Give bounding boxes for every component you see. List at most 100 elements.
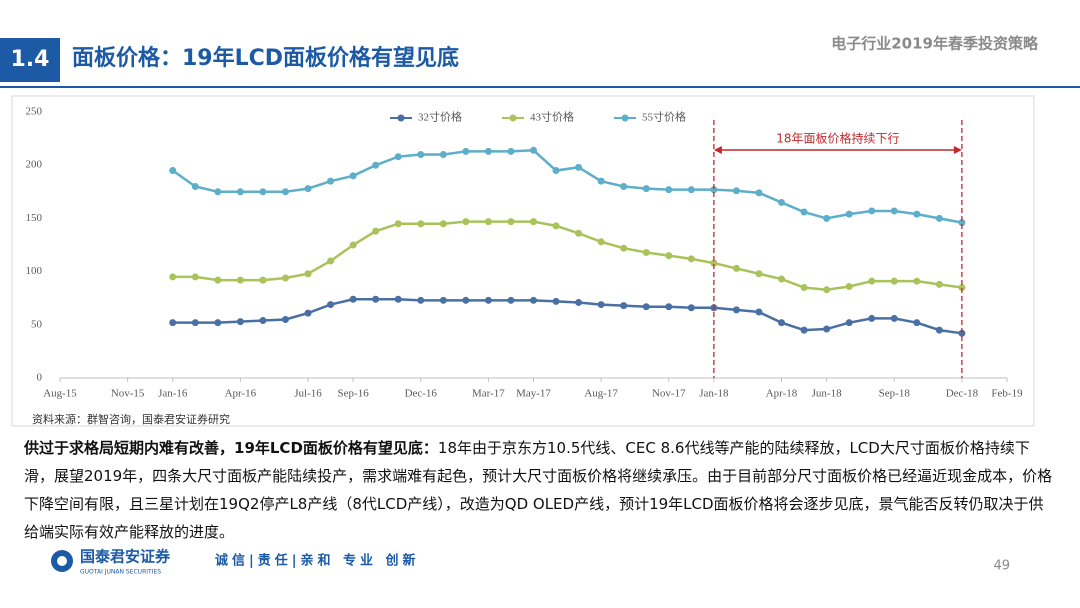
point xyxy=(236,188,244,196)
point xyxy=(845,282,853,290)
point xyxy=(958,219,966,227)
point xyxy=(778,198,786,206)
point xyxy=(281,274,289,282)
point xyxy=(327,177,335,185)
slide-title: 面板价格：19年LCD面板价格有望见底 xyxy=(72,45,459,71)
point xyxy=(687,304,695,312)
point xyxy=(281,315,289,323)
body-text: 供过于求格局短期内难有改善，19年LCD面板价格有望见底：18年由于京东方10.… xyxy=(24,434,1054,546)
point xyxy=(439,151,447,159)
point xyxy=(642,303,650,311)
point xyxy=(552,297,560,305)
point xyxy=(935,280,943,288)
point xyxy=(597,301,605,309)
x-tick-label: Aug-17 xyxy=(584,388,618,400)
point xyxy=(935,326,943,334)
point xyxy=(191,273,199,281)
y-tick-label: 200 xyxy=(26,159,43,171)
report-title: 电子行业2019年春季投资策略 xyxy=(831,35,1039,53)
y-tick-label: 150 xyxy=(26,212,43,224)
legend-marker xyxy=(509,114,517,122)
point xyxy=(687,186,695,194)
point xyxy=(845,210,853,218)
legend-label: 32寸价格 xyxy=(418,110,462,124)
x-tick-label: Jan-18 xyxy=(699,388,729,400)
annotation-text: 18年面板价格持续下行 xyxy=(776,131,899,146)
point xyxy=(372,161,380,169)
x-tick-label: Feb-19 xyxy=(991,388,1023,400)
x-tick-label: Sep-18 xyxy=(879,388,911,400)
point xyxy=(778,319,786,327)
point xyxy=(620,244,628,252)
point xyxy=(552,222,560,230)
section-number: 1.4 xyxy=(11,47,50,72)
point xyxy=(439,296,447,304)
chart-source: 资料来源：群智咨询，国泰君安证券研究 xyxy=(32,412,230,426)
point xyxy=(913,319,921,327)
x-tick-label: Dec-16 xyxy=(405,388,438,400)
point xyxy=(958,284,966,292)
company-name-en: GUOTAI JUNAN SECURITIES xyxy=(80,569,161,576)
point xyxy=(665,303,673,311)
series-line xyxy=(172,149,963,224)
point xyxy=(958,329,966,337)
point xyxy=(597,238,605,246)
logo-mark-inner xyxy=(57,556,67,566)
x-tick-label: Mar-17 xyxy=(472,388,505,400)
point xyxy=(169,167,177,175)
x-tick-label: Sep-16 xyxy=(338,388,370,400)
x-tick-label: Jun-18 xyxy=(812,388,842,400)
header-rule xyxy=(0,86,1080,88)
point xyxy=(507,296,515,304)
legend-label: 55寸价格 xyxy=(642,110,686,124)
point xyxy=(913,210,921,218)
page-number: 49 xyxy=(993,559,1010,574)
point xyxy=(913,277,921,285)
point xyxy=(417,220,425,228)
point xyxy=(755,189,763,197)
point xyxy=(484,296,492,304)
point xyxy=(823,214,831,222)
point xyxy=(214,319,222,327)
point xyxy=(484,218,492,226)
point xyxy=(665,252,673,260)
point xyxy=(620,182,628,190)
x-tick-label: Aug-15 xyxy=(43,388,77,400)
point xyxy=(710,259,718,267)
series-line xyxy=(172,298,963,335)
point xyxy=(575,229,583,237)
body-detail: 18年由于京东方10.5代线、CEC 8.6代线等产能的陆续释放，LCD大尺寸面… xyxy=(24,439,1053,541)
point xyxy=(935,214,943,222)
point xyxy=(191,319,199,327)
point xyxy=(732,264,740,272)
point xyxy=(800,284,808,292)
point xyxy=(823,286,831,294)
x-tick-label: Dec-18 xyxy=(946,388,979,400)
point xyxy=(507,218,515,226)
point xyxy=(597,177,605,185)
point xyxy=(462,296,470,304)
point xyxy=(417,296,425,304)
point xyxy=(327,301,335,309)
point xyxy=(823,325,831,333)
point xyxy=(710,186,718,194)
point xyxy=(169,319,177,327)
point xyxy=(304,185,312,193)
x-tick-label: Apr-16 xyxy=(225,388,257,400)
point xyxy=(778,275,786,283)
x-tick-label: Jan-16 xyxy=(158,388,188,400)
point xyxy=(868,207,876,215)
point xyxy=(191,182,199,190)
point xyxy=(552,167,560,175)
company-name: 国泰君安证券 xyxy=(80,548,171,566)
point xyxy=(372,295,380,303)
point xyxy=(281,188,289,196)
lead-text: 供过于求格局短期内难有改善，19年LCD面板价格有望见底： xyxy=(24,439,438,457)
legend-marker xyxy=(397,114,405,122)
point xyxy=(800,208,808,216)
point xyxy=(530,218,537,226)
point xyxy=(530,146,537,154)
point xyxy=(259,188,267,196)
point xyxy=(732,306,740,314)
